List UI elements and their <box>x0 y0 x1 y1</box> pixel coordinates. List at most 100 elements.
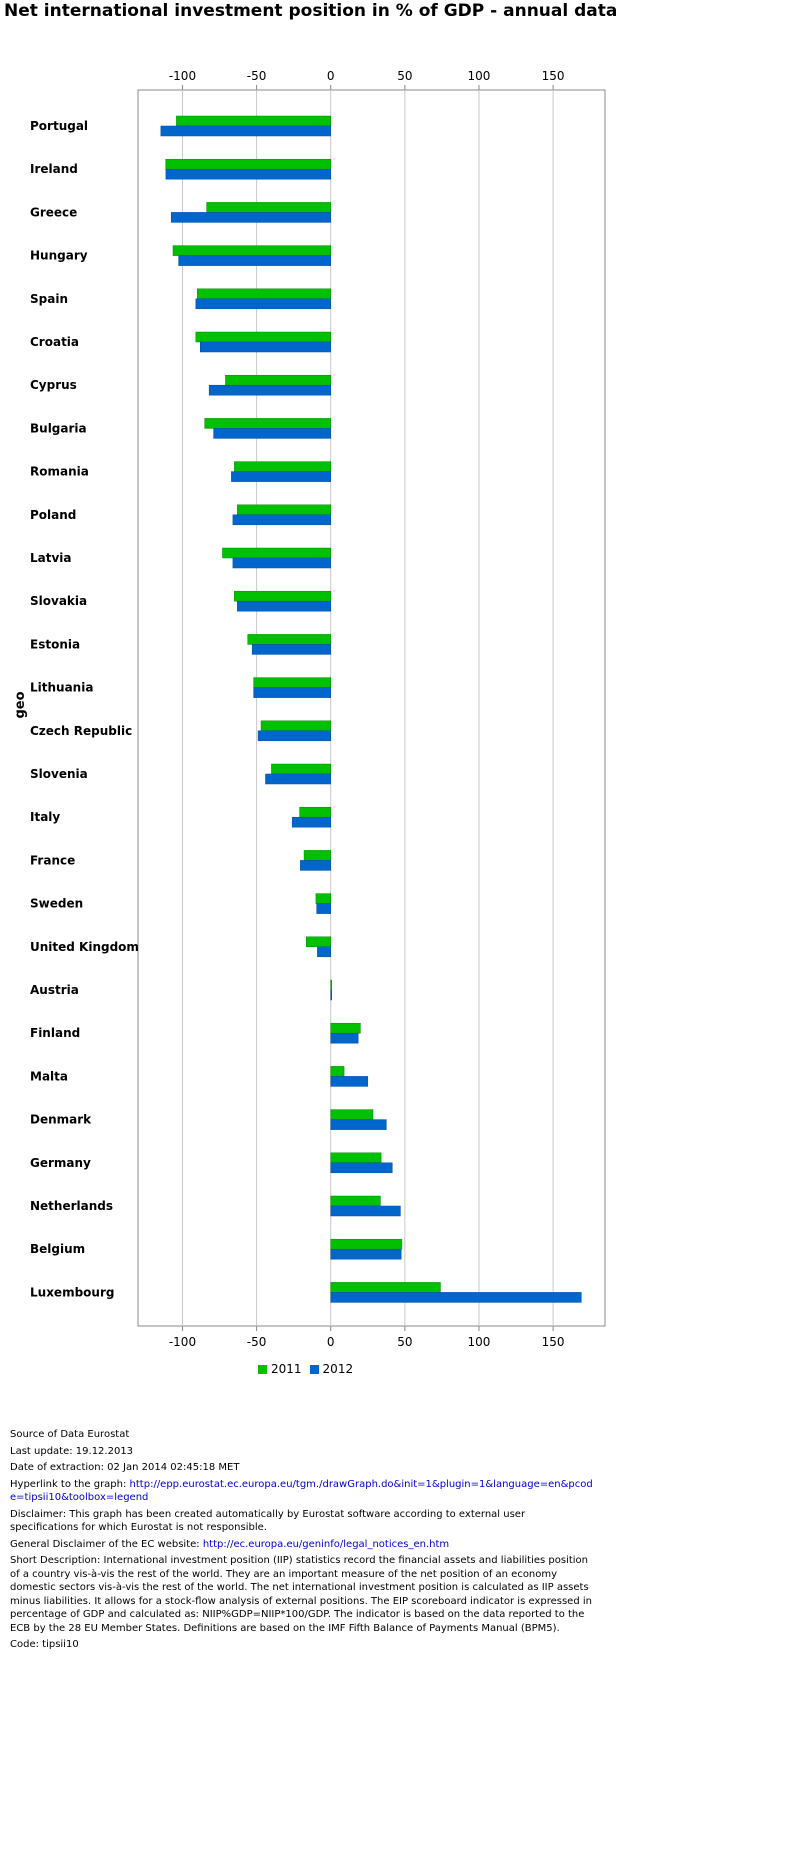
bar-2011-ireland <box>165 158 331 170</box>
code-text: Code: tipsii10 <box>10 1639 79 1650</box>
general-disclaimer-link[interactable]: http://ec.europa.eu/geninfo/legal_notice… <box>202 1538 450 1550</box>
category-label: Finland <box>30 1026 80 1040</box>
category-label: Slovakia <box>30 594 87 608</box>
tick-label-bottom: 0 <box>327 1335 335 1349</box>
category-label: Belgium <box>30 1242 85 1256</box>
category-label: Hungary <box>30 249 88 263</box>
bar-2011-united-kingdom <box>306 936 331 948</box>
plot-area <box>137 89 606 1327</box>
category-label: Lithuania <box>30 681 93 695</box>
bar-2011-poland <box>237 504 331 516</box>
category-label: Czech Republic <box>30 724 132 738</box>
last-update-text: Last update: 19.12.2013 <box>10 1445 134 1457</box>
bar-2011-estonia <box>247 634 331 645</box>
bar-2012-poland <box>232 514 331 526</box>
bar-2011-czech-republic <box>260 720 331 732</box>
bar-2011-denmark <box>330 1109 374 1120</box>
bar-2011-slovakia <box>234 590 331 602</box>
bar-2012-czech-republic <box>257 730 331 742</box>
bar-2011-slovenia <box>271 763 331 775</box>
bar-2011-italy <box>299 806 331 818</box>
bar-2012-bulgaria <box>213 428 331 439</box>
bar-2012-hungary <box>178 255 331 266</box>
bar-2012-netherlands <box>330 1205 401 1217</box>
category-label: Slovenia <box>30 767 88 781</box>
bar-2011-romania <box>234 461 331 472</box>
category-label: Austria <box>30 983 79 997</box>
category-label: Latvia <box>30 551 72 565</box>
bar-2011-belgium <box>330 1238 403 1250</box>
tick-label-bottom: -50 <box>247 1335 267 1349</box>
bar-2012-ireland <box>165 168 331 180</box>
bar-2012-latvia <box>232 557 331 569</box>
category-label: Sweden <box>30 897 83 911</box>
category-label: Ireland <box>30 162 78 176</box>
bar-2012-france <box>300 860 331 871</box>
bar-2012-germany <box>330 1162 393 1174</box>
category-label: Cyprus <box>30 378 77 392</box>
bar-2012-cyprus <box>208 384 331 396</box>
legend-swatch-2012 <box>309 1364 319 1374</box>
category-label: Germany <box>30 1156 91 1170</box>
bar-2012-italy <box>291 816 331 828</box>
bar-chart: -100 -100 -50 -50 0 0 50 50 100 100 150 150 geo Portu… <box>13 69 606 1349</box>
legend-swatch-2011 <box>258 1364 267 1374</box>
category-label: Italy <box>30 810 60 824</box>
tick-label-top: -100 <box>169 69 196 83</box>
bar-2012-austria <box>330 989 332 1001</box>
tick-label-bottom: 150 <box>542 1335 565 1349</box>
tick-label-top: 50 <box>397 69 412 83</box>
bar-2011-austria <box>330 979 333 991</box>
bar-2012-united-kingdom <box>317 946 331 958</box>
bar-2012-spain <box>195 298 331 310</box>
category-label: Poland <box>30 508 76 522</box>
bar-2011-cyprus <box>225 374 331 386</box>
bar-2011-greece <box>206 202 331 213</box>
bar-2012-malta <box>330 1076 369 1087</box>
bar-2012-slovenia <box>265 773 331 785</box>
legend-item-2012: 2012 <box>309 1362 354 1376</box>
bar-2011-sweden <box>315 893 331 904</box>
bar-2011-hungary <box>172 245 331 256</box>
category-label: Greece <box>30 205 77 219</box>
bar-2012-portugal <box>160 125 331 137</box>
general-disclaimer-line: General Disclaimer of the EC website: ht… <box>10 1538 595 1552</box>
tick-label-top: 0 <box>327 69 335 83</box>
category-label: Luxembourg <box>30 1285 114 1299</box>
legend-item-2011: 2011 <box>258 1362 302 1376</box>
source-text: Source of Data Eurostat <box>10 1429 130 1440</box>
bar-2011-spain <box>197 288 331 300</box>
bar-2012-finland <box>330 1032 359 1044</box>
footer: Source of Data Eurostat Last update: 19.… <box>10 1428 595 1655</box>
chart-legend: 2011 2012 <box>258 1362 361 1376</box>
category-label: Portugal <box>30 119 88 133</box>
legend-label-2012: 2012 <box>322 1362 354 1376</box>
tick-label-top: 150 <box>542 69 565 83</box>
graph-hyperlink[interactable]: http://epp.eurostat.ec.europa.eu/tgm./dr… <box>10 1478 593 1504</box>
bar-2012-denmark <box>330 1119 387 1130</box>
bar-2011-malta <box>330 1066 345 1077</box>
bar-2012-lithuania <box>253 687 331 698</box>
bar-2011-croatia <box>195 331 331 343</box>
bar-2012-estonia <box>251 644 331 655</box>
tick-label-bottom: 50 <box>397 1335 412 1349</box>
legend-label-2011: 2011 <box>271 1362 302 1376</box>
bar-2011-portugal <box>176 115 331 127</box>
category-label: Malta <box>30 1069 68 1083</box>
tick-label-bottom: -100 <box>169 1335 196 1349</box>
page-title: Net international investment position in… <box>4 1 618 21</box>
bar-2011-lithuania <box>253 677 331 688</box>
bar-2011-latvia <box>222 547 331 559</box>
tick-label-top: 100 <box>468 69 491 83</box>
category-label: Denmark <box>30 1113 92 1127</box>
bar-2011-luxembourg <box>330 1282 441 1293</box>
general-disclaimer-label: General Disclaimer of the EC website: <box>10 1538 203 1550</box>
bar-2012-belgium <box>330 1248 402 1260</box>
y-axis-label: geo <box>13 691 28 718</box>
hyperlink-label: Hyperlink to the graph: <box>10 1478 130 1490</box>
bar-2012-luxembourg <box>330 1292 582 1303</box>
category-label: France <box>30 853 75 867</box>
bar-2012-romania <box>231 471 331 482</box>
bar-2011-bulgaria <box>204 418 331 429</box>
hyperlink-line: Hyperlink to the graph: http://epp.euros… <box>10 1478 595 1505</box>
